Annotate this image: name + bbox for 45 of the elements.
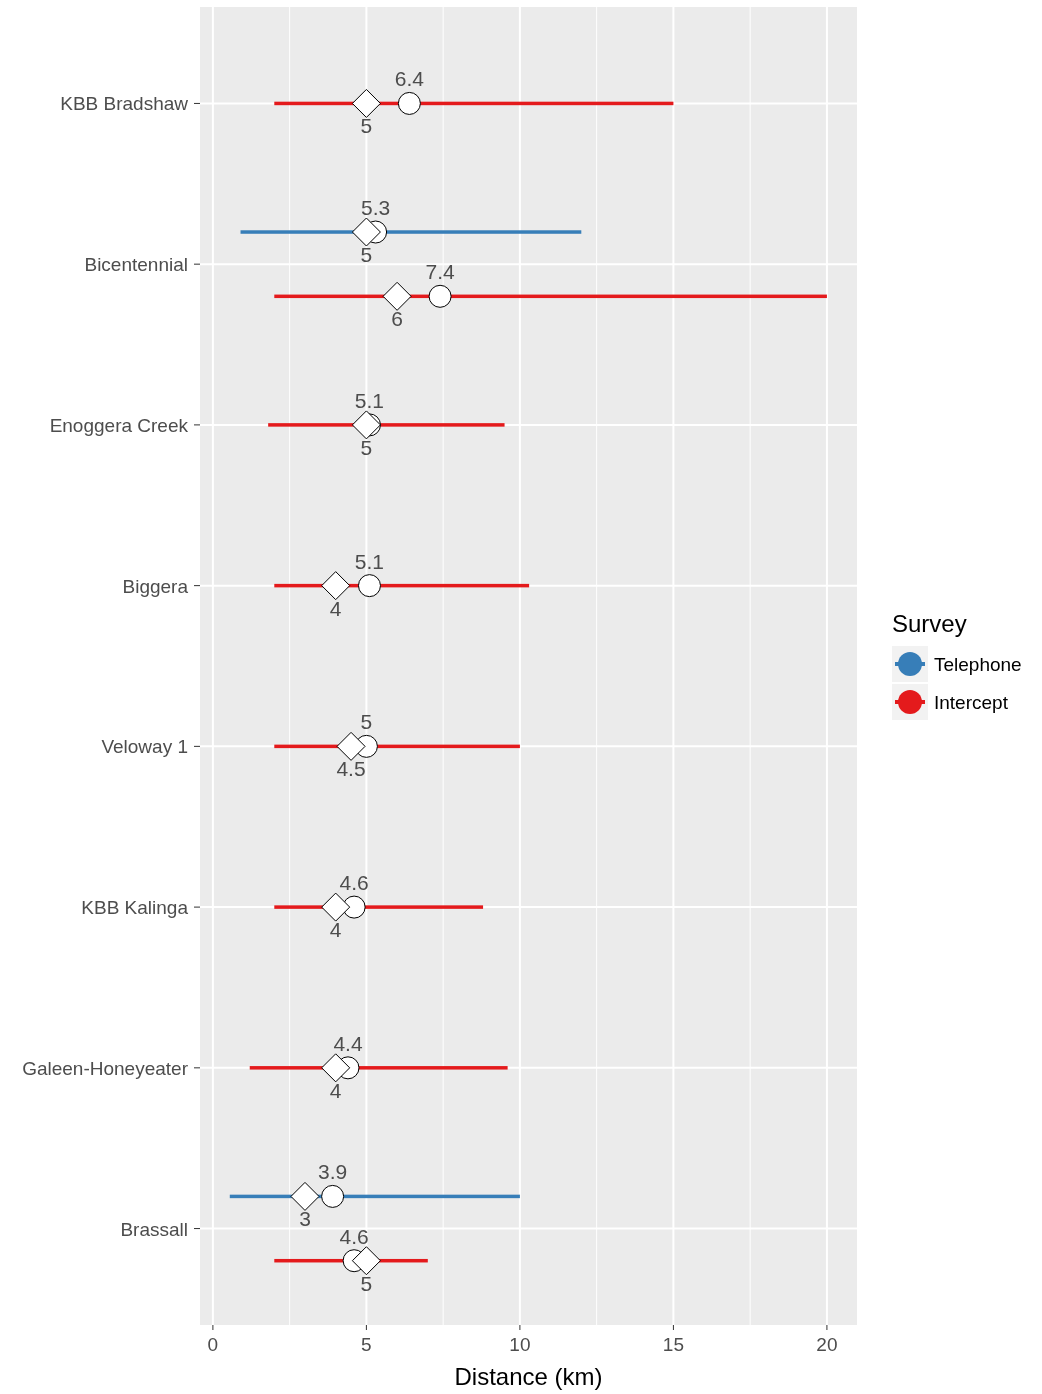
data-label: 4 — [329, 1078, 342, 1102]
y-tick-label: Veloway 1 — [101, 736, 188, 758]
y-tick-label: KBB Bradshaw — [60, 93, 189, 115]
data-label: 7.4 — [425, 260, 455, 284]
x-tick-label: 15 — [662, 1334, 684, 1355]
x-tick-label: 0 — [207, 1334, 219, 1355]
y-tick-label: Galeen-Honeyeater — [22, 1057, 189, 1079]
point — [321, 571, 351, 601]
data-label: 4 — [329, 596, 342, 620]
data-label: 4.5 — [336, 757, 366, 781]
data-label: 5 — [360, 435, 373, 459]
y-tick-label: Biggera — [122, 575, 189, 597]
data-label: 3.9 — [318, 1160, 348, 1184]
data-label: 4.6 — [339, 1224, 369, 1248]
x-axis-title: Distance (km) — [454, 1363, 603, 1390]
data-label: 5 — [360, 243, 373, 267]
y-tick-label: Brassall — [120, 1218, 188, 1240]
point — [351, 410, 381, 440]
point — [336, 731, 366, 761]
x-tick-label: 10 — [509, 1334, 531, 1355]
x-tick-label: 20 — [816, 1334, 838, 1355]
data-label: 5 — [360, 114, 373, 138]
point — [321, 892, 351, 922]
legend-label: Telephone — [934, 654, 1022, 675]
data-label: 5.3 — [361, 196, 391, 220]
point — [321, 1053, 351, 1083]
data-label: 5.1 — [354, 549, 385, 573]
legend-label: Intercept — [934, 692, 1009, 713]
data-label: 4.6 — [339, 871, 369, 895]
data-label: 4.4 — [333, 1031, 363, 1055]
data-label: 6.4 — [394, 67, 425, 91]
y-tick-label: Bicentennial — [84, 254, 188, 276]
data-label: 3 — [299, 1207, 311, 1231]
data-label: 5.1 — [354, 388, 385, 412]
x-tick-label: 5 — [361, 1334, 372, 1355]
point — [357, 574, 381, 598]
data-label: 4 — [329, 918, 342, 942]
point — [351, 88, 381, 118]
y-tick-label: KBB Kalinga — [81, 897, 189, 919]
data-label: 5 — [360, 710, 373, 734]
point — [397, 91, 421, 115]
y-tick-label: Enoggera Creek — [49, 414, 189, 436]
data-label: 6 — [391, 307, 403, 331]
legend-title: Survey — [892, 610, 967, 637]
data-label: 5 — [360, 1271, 373, 1295]
